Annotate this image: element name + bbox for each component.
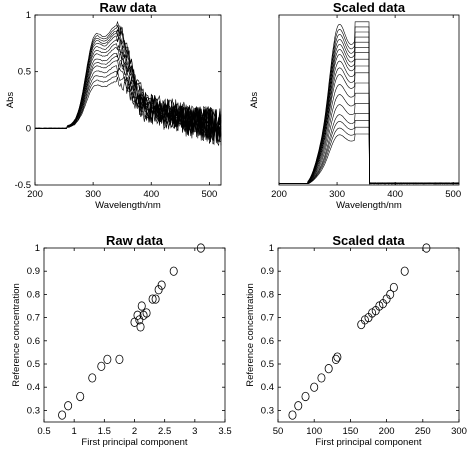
- x-tick-label: 200: [27, 189, 43, 200]
- x-tick-label: 300: [451, 426, 467, 437]
- spectrum-line: [34, 44, 222, 139]
- chart-title: Raw data: [106, 233, 164, 248]
- y-tick-label: 0.7: [261, 313, 274, 324]
- scatter-point: [137, 301, 146, 311]
- x-tick-label: 500: [445, 189, 461, 200]
- scatter-point: [88, 373, 97, 383]
- x-tick-label: 300: [85, 189, 101, 200]
- scatter-point: [333, 352, 342, 362]
- scatter-point: [136, 322, 145, 332]
- scatter-point: [317, 373, 326, 383]
- scatter-point: [301, 391, 310, 402]
- y-tick-label: 1: [35, 243, 40, 254]
- plot-frame: [277, 247, 460, 423]
- spectrum-line: [279, 133, 460, 185]
- scatter-point: [103, 354, 112, 364]
- y-tick-label: 0.3: [27, 405, 40, 416]
- x-tick-label: 50: [273, 426, 284, 437]
- y-tick-label: 0.5: [261, 359, 274, 370]
- x-tick-label: 150: [342, 426, 358, 437]
- y-tick-label: 0.9: [261, 266, 274, 277]
- x-tick-label: 2.5: [158, 426, 171, 437]
- chart-title: Scaled data: [333, 0, 406, 15]
- scatter-point: [151, 294, 160, 304]
- scatter-point: [169, 266, 178, 276]
- y-tick-label: 0.6: [27, 336, 40, 347]
- plot-frame: [34, 14, 222, 186]
- scatter-point: [389, 282, 398, 293]
- plot-frame: [43, 247, 226, 423]
- chart-title: Scaled data: [332, 233, 405, 248]
- plot-frame: [278, 14, 460, 186]
- scatter-point: [157, 280, 166, 290]
- x-axis-label: Wavelength/nm: [336, 200, 402, 211]
- x-tick-label: 100: [306, 426, 322, 437]
- scatter-point: [324, 364, 333, 374]
- y-tick-label: 0.7: [27, 313, 40, 324]
- x-tick-label: 400: [143, 189, 159, 200]
- scatter-point: [196, 243, 205, 253]
- y-tick-label: 0.8: [261, 289, 274, 300]
- scatter-point: [310, 382, 319, 392]
- x-tick-label: 400: [387, 189, 403, 200]
- scatter-point: [288, 410, 297, 420]
- scatter-point: [133, 310, 142, 320]
- x-axis-label: First principal component: [81, 437, 187, 448]
- scatter-point: [76, 391, 85, 402]
- x-tick-label: 500: [201, 189, 217, 200]
- scatter-point: [422, 243, 431, 253]
- scatter-point: [142, 308, 151, 318]
- scatter-point: [148, 294, 157, 304]
- scatter-point: [97, 361, 106, 371]
- x-axis-label: Wavelength/nm: [95, 200, 161, 211]
- y-tick-label: 0: [26, 123, 31, 134]
- y-tick-label: 0.3: [261, 405, 274, 416]
- x-tick-label: 250: [415, 426, 431, 437]
- y-tick-label: 1: [26, 10, 31, 21]
- y-tick-label: 0.4: [261, 382, 274, 393]
- x-tick-label: 2: [132, 426, 137, 437]
- y-tick-label: 0.4: [27, 382, 40, 393]
- scatter-point: [115, 354, 124, 364]
- x-tick-label: 200: [379, 426, 395, 437]
- chart-title: Raw data: [99, 0, 157, 15]
- x-tick-label: 200: [271, 189, 287, 200]
- y-tick-label: 1: [269, 243, 274, 254]
- y-tick-label: 0.5: [18, 67, 31, 78]
- scatter-point: [154, 285, 163, 295]
- x-tick-label: 300: [329, 189, 345, 200]
- y-tick-label: 0.8: [27, 289, 40, 300]
- x-tick-label: 3: [192, 426, 197, 437]
- scatter-point: [58, 410, 67, 420]
- x-tick-label: 3.5: [218, 426, 231, 437]
- scatter-point: [64, 401, 73, 411]
- x-tick-label: 1.5: [98, 426, 111, 437]
- scatter-point: [294, 401, 303, 411]
- y-tick-label: 0.6: [261, 336, 274, 347]
- y-axis-label: Abs: [249, 92, 260, 109]
- scatter-point: [386, 289, 395, 299]
- y-tick-label: 0.9: [27, 266, 40, 277]
- x-tick-label: 1: [72, 426, 77, 437]
- x-tick-label: 0.5: [37, 426, 50, 437]
- y-tick-label: 0.5: [27, 359, 40, 370]
- x-axis-label: First principal component: [315, 437, 421, 448]
- scatter-point: [135, 315, 144, 325]
- y-tick-label: -0.5: [15, 180, 31, 191]
- y-axis-label: Abs: [5, 92, 16, 109]
- spectrum-line: [34, 77, 222, 147]
- scatter-point: [400, 266, 409, 276]
- y-axis-label: Reference concentration: [245, 283, 256, 387]
- scatter-point: [331, 354, 340, 364]
- y-axis-label: Reference concentration: [11, 283, 22, 387]
